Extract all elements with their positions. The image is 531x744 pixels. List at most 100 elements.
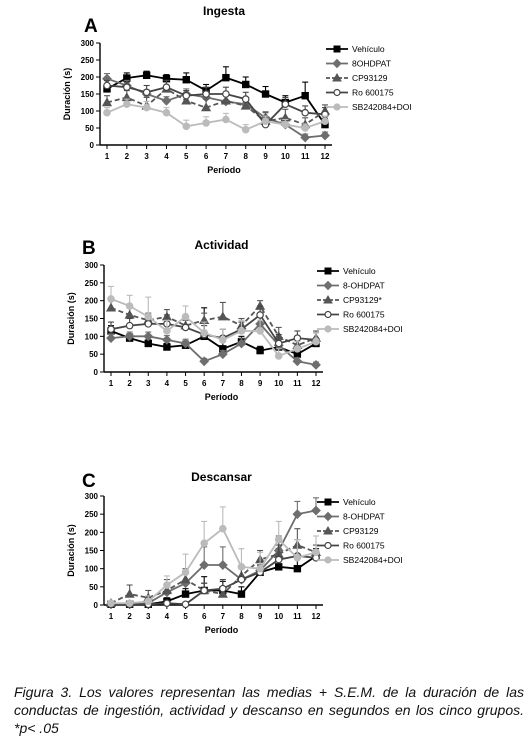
data-point <box>181 323 190 332</box>
data-point <box>217 349 228 360</box>
data-point <box>163 599 171 607</box>
data-point <box>107 325 115 334</box>
series-4 <box>103 98 329 134</box>
y-tick-label: 200 <box>81 73 95 82</box>
data-point <box>103 108 111 117</box>
data-point <box>274 535 283 544</box>
data-point <box>274 352 283 360</box>
legend-label: CP93129 <box>343 526 379 536</box>
legend-marker <box>333 45 341 53</box>
data-point <box>143 331 154 342</box>
data-point <box>256 327 264 335</box>
data-point <box>219 524 227 533</box>
x-tick-label: 9 <box>258 612 263 621</box>
x-tick-label: 12 <box>312 612 321 621</box>
data-point <box>217 560 228 570</box>
data-point <box>301 92 309 100</box>
data-point <box>200 328 208 337</box>
chart-title: Ingesta <box>203 4 245 18</box>
y-axis-label: Duración (s) <box>66 524 76 577</box>
data-point <box>311 505 321 516</box>
legend-marker <box>324 310 332 319</box>
data-point <box>123 100 131 109</box>
y-tick-label: 200 <box>85 297 99 306</box>
legend-marker <box>324 556 332 564</box>
legend-marker <box>324 325 332 333</box>
series-line <box>110 298 317 358</box>
data-point <box>301 124 309 132</box>
x-tick-label: 1 <box>109 612 114 621</box>
data-point <box>237 575 246 584</box>
x-tick-label: 5 <box>183 612 188 621</box>
figure-caption: Figura 3. Los valores representan las me… <box>14 684 524 736</box>
legend-label: SB242084+DOI <box>343 555 403 565</box>
data-point <box>242 80 250 89</box>
legend-marker <box>324 541 332 550</box>
legend: Vehículo 8-OHDPAT CP93129* Ro 600175 SB24208… <box>317 266 403 334</box>
data-point <box>219 584 227 593</box>
data-point <box>125 302 134 310</box>
legend-label: 8-OHDPAT <box>343 512 385 522</box>
data-point <box>181 95 192 105</box>
data-point <box>292 356 303 367</box>
data-point <box>107 295 115 303</box>
data-point <box>142 103 151 112</box>
data-point <box>107 599 115 607</box>
data-point <box>256 346 264 355</box>
y-tick-label: 150 <box>85 547 99 556</box>
legend-label: Vehículo <box>343 497 376 507</box>
data-point <box>181 312 190 321</box>
x-tick-label: 9 <box>258 379 263 388</box>
panel-letter: A <box>84 16 98 37</box>
data-point <box>311 359 321 370</box>
legend-label: Ro 600175 <box>352 88 394 98</box>
data-point <box>300 132 311 143</box>
legend-marker <box>332 58 342 69</box>
x-axis-label: Período <box>205 392 239 402</box>
y-tick-label: 100 <box>81 107 95 116</box>
legend-marker <box>332 72 342 82</box>
y-tick-label: 50 <box>89 350 98 359</box>
x-tick-label: 9 <box>263 152 268 161</box>
legend-label: 8OHDPAT <box>352 59 391 69</box>
data-point <box>241 125 250 134</box>
series-4 <box>107 285 320 360</box>
data-point <box>220 95 231 105</box>
legend-label: CP93129* <box>343 295 382 305</box>
data-point <box>274 555 283 564</box>
data-point <box>182 76 190 84</box>
legend-marker <box>324 498 332 506</box>
data-point <box>180 338 191 349</box>
data-point <box>199 356 210 367</box>
x-tick-label: 8 <box>239 612 244 621</box>
data-point <box>237 590 246 598</box>
data-point <box>180 574 191 584</box>
series-3 <box>103 79 329 129</box>
x-axis-label: Período <box>205 625 239 635</box>
x-tick-label: 2 <box>127 379 132 388</box>
data-point <box>292 509 303 520</box>
x-tick-label: 5 <box>184 152 189 161</box>
data-point <box>200 539 208 548</box>
data-point <box>124 588 135 598</box>
data-point <box>217 588 228 598</box>
data-point <box>241 95 250 103</box>
data-point <box>236 338 247 349</box>
data-point <box>163 327 171 335</box>
series-line <box>110 322 317 366</box>
data-point <box>293 553 302 562</box>
y-tick-label: 150 <box>85 315 99 324</box>
y-tick-label: 0 <box>94 368 99 377</box>
data-point <box>163 581 171 589</box>
x-tick-label: 8 <box>244 152 249 161</box>
data-point <box>144 312 153 321</box>
data-point <box>261 117 270 126</box>
data-point <box>200 586 208 595</box>
x-tick-label: 7 <box>221 379 226 388</box>
data-point <box>293 564 302 573</box>
data-point <box>237 563 246 571</box>
legend-marker <box>323 525 333 535</box>
y-tick-label: 50 <box>89 583 98 592</box>
data-point <box>281 120 290 129</box>
